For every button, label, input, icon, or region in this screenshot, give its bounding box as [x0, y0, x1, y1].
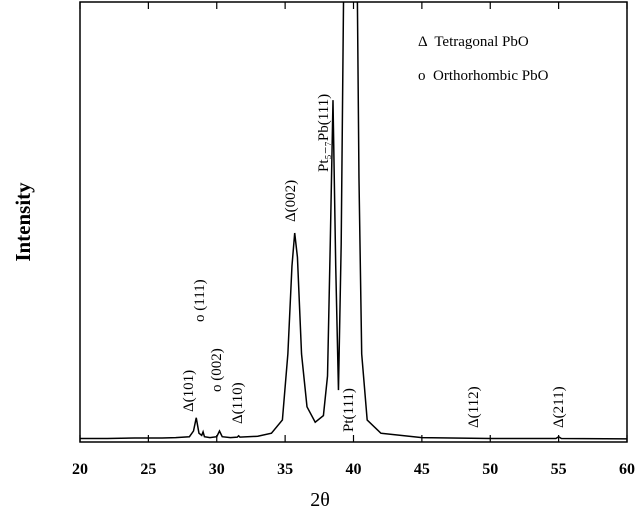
peak-annotation: Δ(112): [466, 386, 482, 428]
x-tick-label: 55: [551, 461, 567, 478]
peak-annotation: Δ(110): [230, 382, 246, 424]
x-tick-label: 40: [346, 461, 362, 478]
x-tick-label: 45: [414, 461, 430, 478]
x-tick-label: 60: [619, 461, 635, 478]
peak-annotation: Δ(211): [551, 386, 567, 428]
peak-annotation: Δ(101): [181, 370, 197, 412]
x-tick-label: 20: [72, 461, 88, 478]
legend-entry: o Orthorhombic PbO: [418, 68, 549, 84]
peak-annotation: o (002): [209, 348, 225, 392]
x-tick-label: 35: [277, 461, 293, 478]
peak-annotation: Pt(111): [341, 388, 357, 432]
peak-annotation: Pt₅₋₇Pb(111): [316, 94, 332, 172]
x-axis-label: 2θ: [310, 489, 330, 511]
peak-annotation: o (111): [192, 279, 208, 322]
y-axis-label: Intensity: [11, 182, 35, 262]
legend-entry: Δ Tetragonal PbO: [418, 34, 529, 50]
peak-annotation: Δ(002): [283, 180, 299, 222]
x-tick-label: 25: [140, 461, 156, 478]
data-line: [80, 2, 627, 440]
x-tick-label: 30: [209, 461, 225, 478]
x-tick-label: 50: [482, 461, 498, 478]
